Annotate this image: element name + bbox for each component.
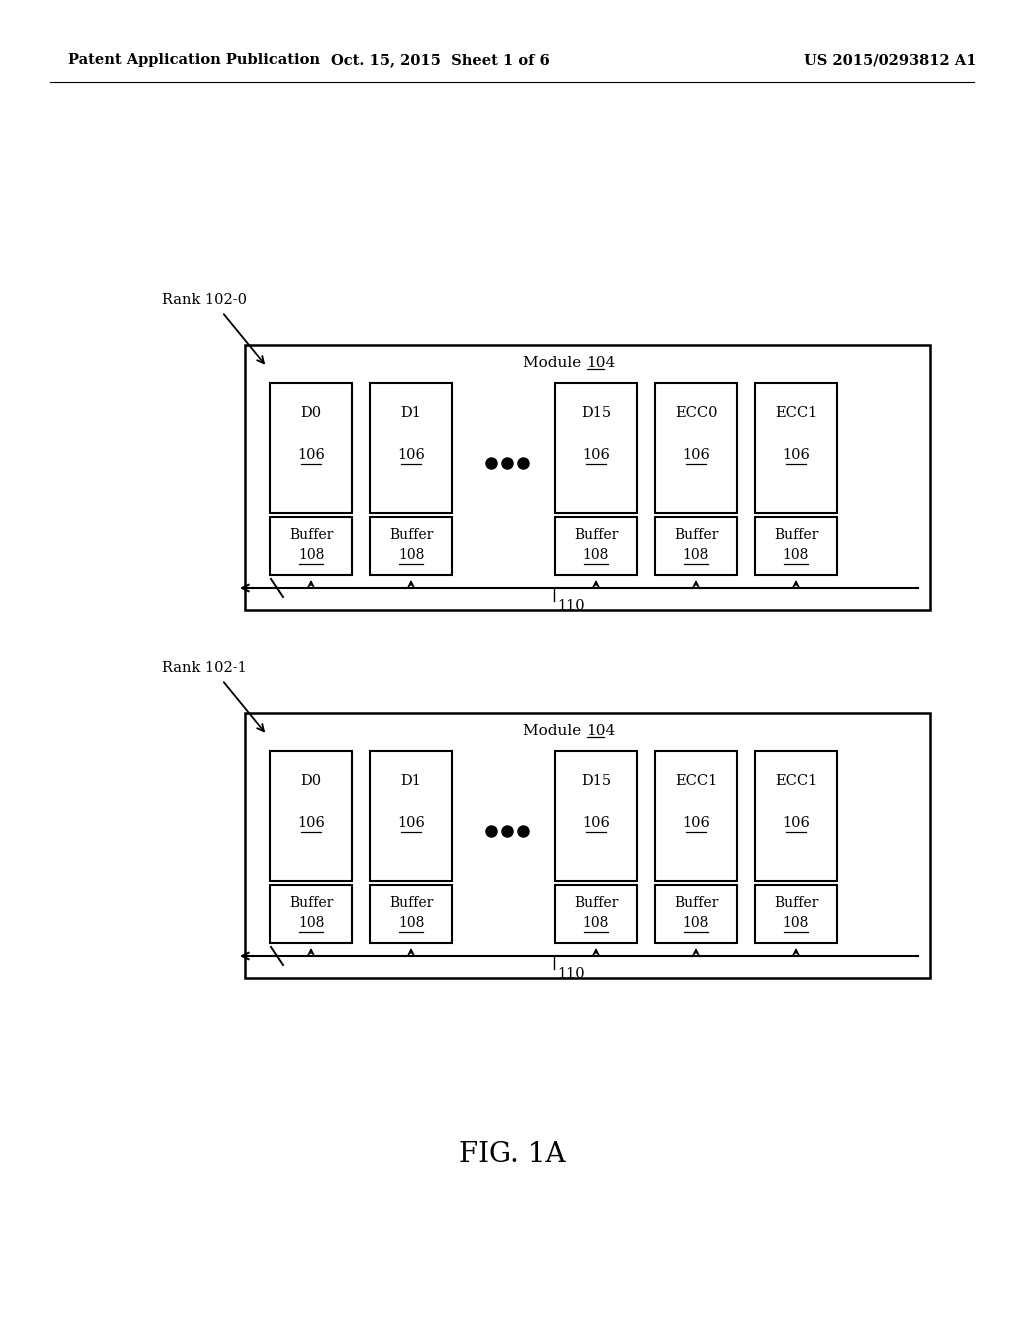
Bar — [270, 751, 352, 880]
Text: 108: 108 — [397, 916, 424, 931]
Bar — [655, 884, 737, 942]
Bar — [555, 884, 637, 942]
Text: D0: D0 — [300, 774, 322, 788]
Text: ECC1: ECC1 — [675, 774, 717, 788]
Text: Oct. 15, 2015  Sheet 1 of 6: Oct. 15, 2015 Sheet 1 of 6 — [331, 53, 549, 67]
Bar — [370, 884, 452, 942]
Text: 108: 108 — [683, 916, 710, 931]
Text: 106: 106 — [397, 447, 425, 462]
Text: 108: 108 — [683, 548, 710, 562]
Text: Buffer: Buffer — [774, 896, 818, 909]
Text: 104: 104 — [587, 723, 615, 738]
Bar — [555, 751, 637, 880]
Bar — [370, 517, 452, 576]
Text: 108: 108 — [298, 548, 325, 562]
Text: 106: 106 — [682, 816, 710, 830]
Bar — [755, 517, 837, 576]
Text: Buffer: Buffer — [289, 528, 333, 543]
Text: Module: Module — [523, 356, 587, 370]
Text: Module: Module — [523, 723, 587, 738]
Bar — [655, 751, 737, 880]
Text: ECC0: ECC0 — [675, 407, 717, 420]
Text: US 2015/0293812 A1: US 2015/0293812 A1 — [804, 53, 976, 67]
Text: Patent Application Publication: Patent Application Publication — [68, 53, 319, 67]
Bar — [370, 751, 452, 880]
Bar — [755, 884, 837, 942]
Text: D15: D15 — [581, 774, 611, 788]
Text: ECC1: ECC1 — [775, 407, 817, 420]
Text: 108: 108 — [583, 548, 609, 562]
Text: 108: 108 — [782, 548, 809, 562]
Text: D0: D0 — [300, 407, 322, 420]
Text: 108: 108 — [583, 916, 609, 931]
Text: 104: 104 — [587, 356, 615, 370]
Text: 108: 108 — [397, 548, 424, 562]
Text: Rank 102-1: Rank 102-1 — [162, 661, 247, 675]
Text: Buffer: Buffer — [389, 896, 433, 909]
Bar — [555, 383, 637, 513]
Bar — [270, 884, 352, 942]
Text: Rank 102-0: Rank 102-0 — [162, 293, 247, 308]
Text: 106: 106 — [782, 447, 810, 462]
Text: 106: 106 — [682, 447, 710, 462]
Text: ECC1: ECC1 — [775, 774, 817, 788]
Text: D1: D1 — [400, 407, 422, 420]
Bar — [245, 713, 930, 978]
Bar — [655, 383, 737, 513]
Text: D1: D1 — [400, 774, 422, 788]
Text: 106: 106 — [297, 447, 325, 462]
Bar — [755, 751, 837, 880]
Text: 106: 106 — [297, 816, 325, 830]
Bar — [270, 517, 352, 576]
Bar — [555, 517, 637, 576]
Text: 108: 108 — [782, 916, 809, 931]
Text: Buffer: Buffer — [289, 896, 333, 909]
Text: Buffer: Buffer — [389, 528, 433, 543]
Text: 110: 110 — [557, 968, 585, 981]
Text: 106: 106 — [582, 816, 610, 830]
Text: Buffer: Buffer — [573, 896, 618, 909]
Text: 108: 108 — [298, 916, 325, 931]
Text: 110: 110 — [557, 599, 585, 612]
Text: Buffer: Buffer — [674, 896, 718, 909]
Bar — [655, 517, 737, 576]
Text: 106: 106 — [397, 816, 425, 830]
Text: Buffer: Buffer — [674, 528, 718, 543]
Bar — [370, 383, 452, 513]
Text: FIG. 1A: FIG. 1A — [459, 1142, 565, 1168]
Bar — [245, 345, 930, 610]
Bar — [755, 383, 837, 513]
Text: D15: D15 — [581, 407, 611, 420]
Text: Buffer: Buffer — [573, 528, 618, 543]
Bar — [270, 383, 352, 513]
Text: 106: 106 — [582, 447, 610, 462]
Text: 106: 106 — [782, 816, 810, 830]
Text: Buffer: Buffer — [774, 528, 818, 543]
